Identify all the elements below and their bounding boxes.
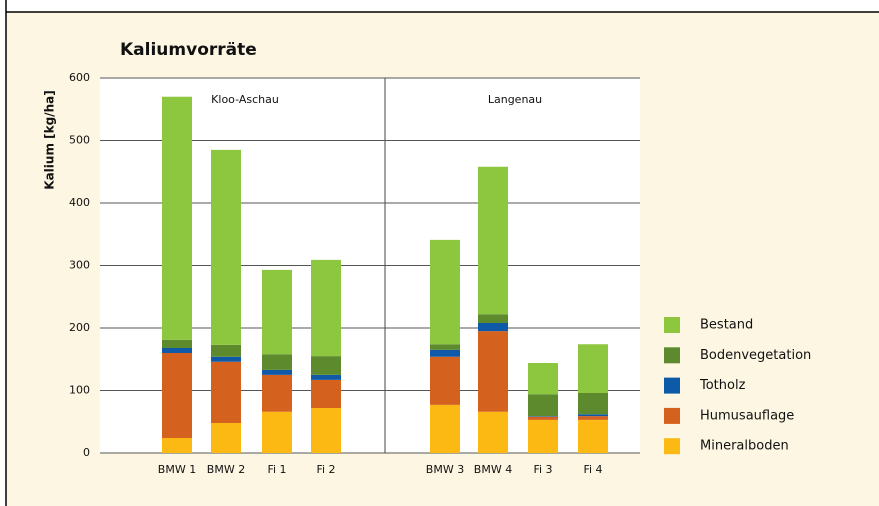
bar-segment — [528, 419, 558, 453]
bar-segment — [311, 259, 341, 357]
legend-label: Mineralboden — [700, 439, 789, 454]
legend-label: Bodenvegetation — [700, 348, 811, 363]
x-tick-label: Fi 1 — [267, 463, 286, 476]
y-tick-label: 600 — [69, 71, 90, 84]
bar-segment — [262, 411, 292, 453]
group-label: Kloo-Aschau — [211, 93, 279, 106]
x-tick-label: Fi 4 — [583, 463, 602, 476]
bar-segment — [211, 356, 241, 362]
x-tick-label: BMW 2 — [207, 463, 245, 476]
legend-swatch — [664, 438, 680, 455]
y-tick-label: 300 — [69, 259, 90, 272]
bar-segment — [162, 96, 192, 340]
bar-segment — [578, 344, 608, 393]
bar-segment — [430, 344, 460, 350]
x-tick-label: BMW 4 — [474, 463, 512, 476]
bar-segment — [578, 393, 608, 415]
bar-segment — [430, 349, 460, 357]
legend-label: Humusauflage — [700, 408, 794, 423]
bar-segment — [478, 314, 508, 323]
bar-segment — [430, 239, 460, 345]
bar-segment — [262, 369, 292, 375]
y-tick-label: 200 — [69, 321, 90, 334]
x-tick-label: Fi 2 — [316, 463, 335, 476]
bar-segment — [311, 356, 341, 375]
legend-swatch — [664, 347, 680, 364]
bar-segment — [528, 394, 558, 417]
y-tick-label: 500 — [69, 134, 90, 147]
x-tick-label: Fi 3 — [533, 463, 552, 476]
bar-segment — [262, 354, 292, 370]
bar-segment — [162, 339, 192, 348]
bar-segment — [311, 408, 341, 453]
bar-segment — [262, 269, 292, 355]
x-tick-label: BMW 1 — [158, 463, 196, 476]
y-axis-label: Kalium [kg/ha] — [43, 90, 57, 189]
bar-segment — [578, 419, 608, 453]
bar-segment — [430, 356, 460, 405]
bar-segment — [211, 423, 241, 453]
bar-segment — [578, 416, 608, 420]
legend-swatch — [664, 377, 680, 394]
bar-segment — [478, 411, 508, 453]
y-tick-label: 400 — [69, 196, 90, 209]
bar-segment — [528, 416, 558, 417]
legend-label: Totholz — [699, 378, 746, 393]
group-label: Langenau — [488, 93, 542, 106]
legend-label: Bestand — [700, 318, 753, 333]
bar-segment — [162, 438, 192, 453]
chart-title: Kaliumvorräte — [120, 40, 257, 60]
legend-swatch — [664, 317, 680, 333]
bar-segment — [528, 416, 558, 420]
bar-segment — [311, 374, 341, 380]
y-tick-label: 0 — [83, 446, 90, 459]
y-tick-label: 100 — [69, 384, 90, 397]
bar-segment — [578, 414, 608, 417]
bar-segment — [262, 374, 292, 412]
bar-segment — [162, 353, 192, 438]
bar-segment — [528, 363, 558, 395]
bar-segment — [430, 404, 460, 453]
bar-segment — [478, 331, 508, 412]
x-tick-label: BMW 3 — [426, 463, 464, 476]
bar-segment — [162, 348, 192, 353]
legend-swatch — [664, 407, 680, 424]
bar-segment — [211, 149, 241, 345]
bar-segment — [211, 361, 241, 423]
bar-segment — [311, 379, 341, 408]
bar-segment — [211, 344, 241, 357]
bar-segment — [478, 166, 508, 315]
bar-segment — [478, 323, 508, 332]
